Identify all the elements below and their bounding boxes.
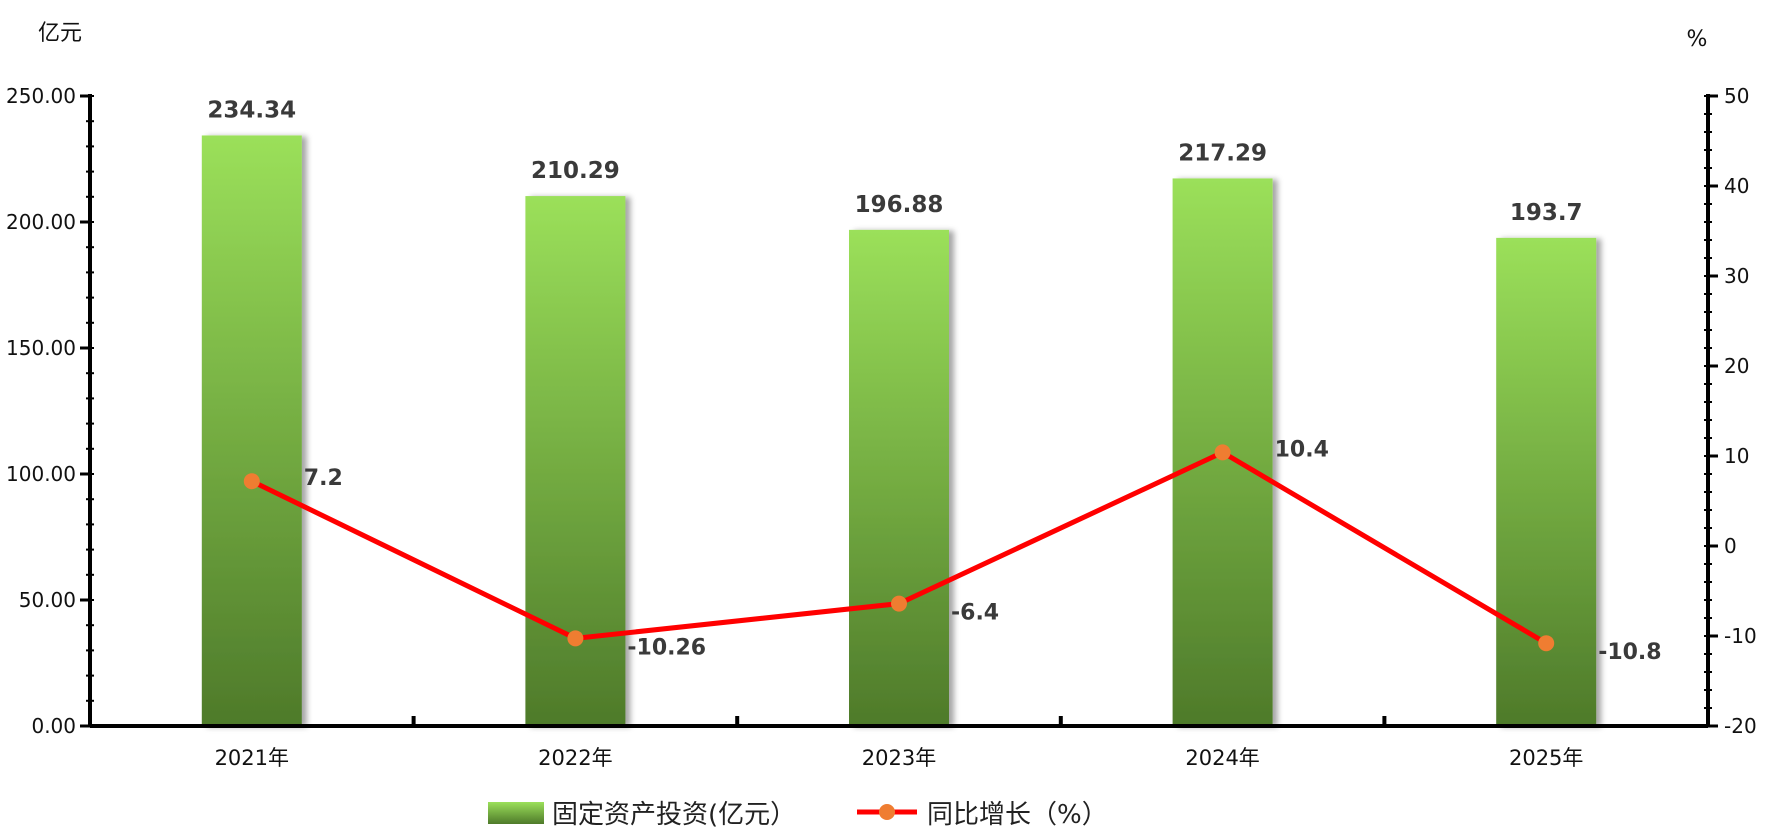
left-tick-label: 0.00 — [31, 714, 76, 738]
left-tick-label: 200.00 — [6, 210, 76, 234]
bar-value-label: 193.7 — [1510, 200, 1583, 226]
right-tick-label: 30 — [1724, 264, 1749, 288]
line-layer — [243, 444, 1555, 652]
bar-value-label: 196.88 — [855, 192, 944, 218]
growth-value-label: -6.4 — [951, 601, 999, 626]
bar-value-label: 210.29 — [531, 158, 620, 184]
growth-point-3 — [1214, 444, 1231, 461]
legend-line-label: 同比增长（%） — [927, 800, 1108, 830]
bar-1 — [525, 196, 626, 726]
left-tick-label: 150.00 — [6, 336, 76, 360]
growth-value-label: -10.8 — [1598, 640, 1661, 665]
x-tick-label: 2023年 — [862, 746, 936, 770]
x-tick-label: 2021年 — [215, 746, 289, 770]
labels-layer: 234.34 210.29 196.88 217.29 193.7 7.2 -10.26 -6… — [207, 97, 1661, 665]
x-tick-label: 2025年 — [1509, 746, 1583, 770]
legend: 固定资产投资(亿元） 同比增长（%） — [488, 800, 1108, 830]
left-axis-unit: 亿元 — [38, 21, 82, 46]
legend-bar-label: 固定资产投资(亿元） — [552, 800, 796, 830]
right-tick-label: -10 — [1724, 624, 1757, 648]
bar-0 — [201, 135, 302, 726]
growth-value-label: 10.4 — [1275, 437, 1329, 462]
legend-line-marker — [879, 804, 895, 820]
growth-point-0 — [243, 473, 260, 490]
axes-layer: 0.00 50.00 100.00 150.00 200.00 250.00 -20 -10 0… — [6, 84, 1757, 770]
bar-2 — [849, 229, 949, 726]
growth-point-4 — [1538, 635, 1555, 652]
bar-4 — [1496, 237, 1597, 726]
right-tick-label: 40 — [1724, 174, 1749, 198]
growth-value-label: 7.2 — [304, 466, 343, 491]
x-tick-label: 2022年 — [538, 746, 612, 770]
right-tick-label: 20 — [1724, 354, 1749, 378]
right-tick-label: 0 — [1724, 534, 1737, 558]
left-tick-label: 250.00 — [6, 84, 76, 108]
bars-layer — [201, 135, 1597, 726]
growth-value-label: -10.26 — [627, 635, 706, 660]
x-tick-label: 2024年 — [1185, 746, 1259, 770]
right-tick-label: -20 — [1724, 714, 1757, 738]
right-tick-label: 50 — [1724, 84, 1749, 108]
right-tick-label: 10 — [1724, 444, 1749, 468]
bar-value-label: 234.34 — [207, 97, 296, 123]
left-tick-label: 50.00 — [19, 588, 76, 612]
growth-point-2 — [891, 595, 907, 612]
growth-point-1 — [567, 630, 584, 647]
bar-value-label: 217.29 — [1178, 140, 1267, 166]
left-tick-label: 100.00 — [6, 462, 76, 486]
legend-bar-swatch — [488, 802, 544, 824]
right-axis-unit: % — [1687, 27, 1708, 52]
